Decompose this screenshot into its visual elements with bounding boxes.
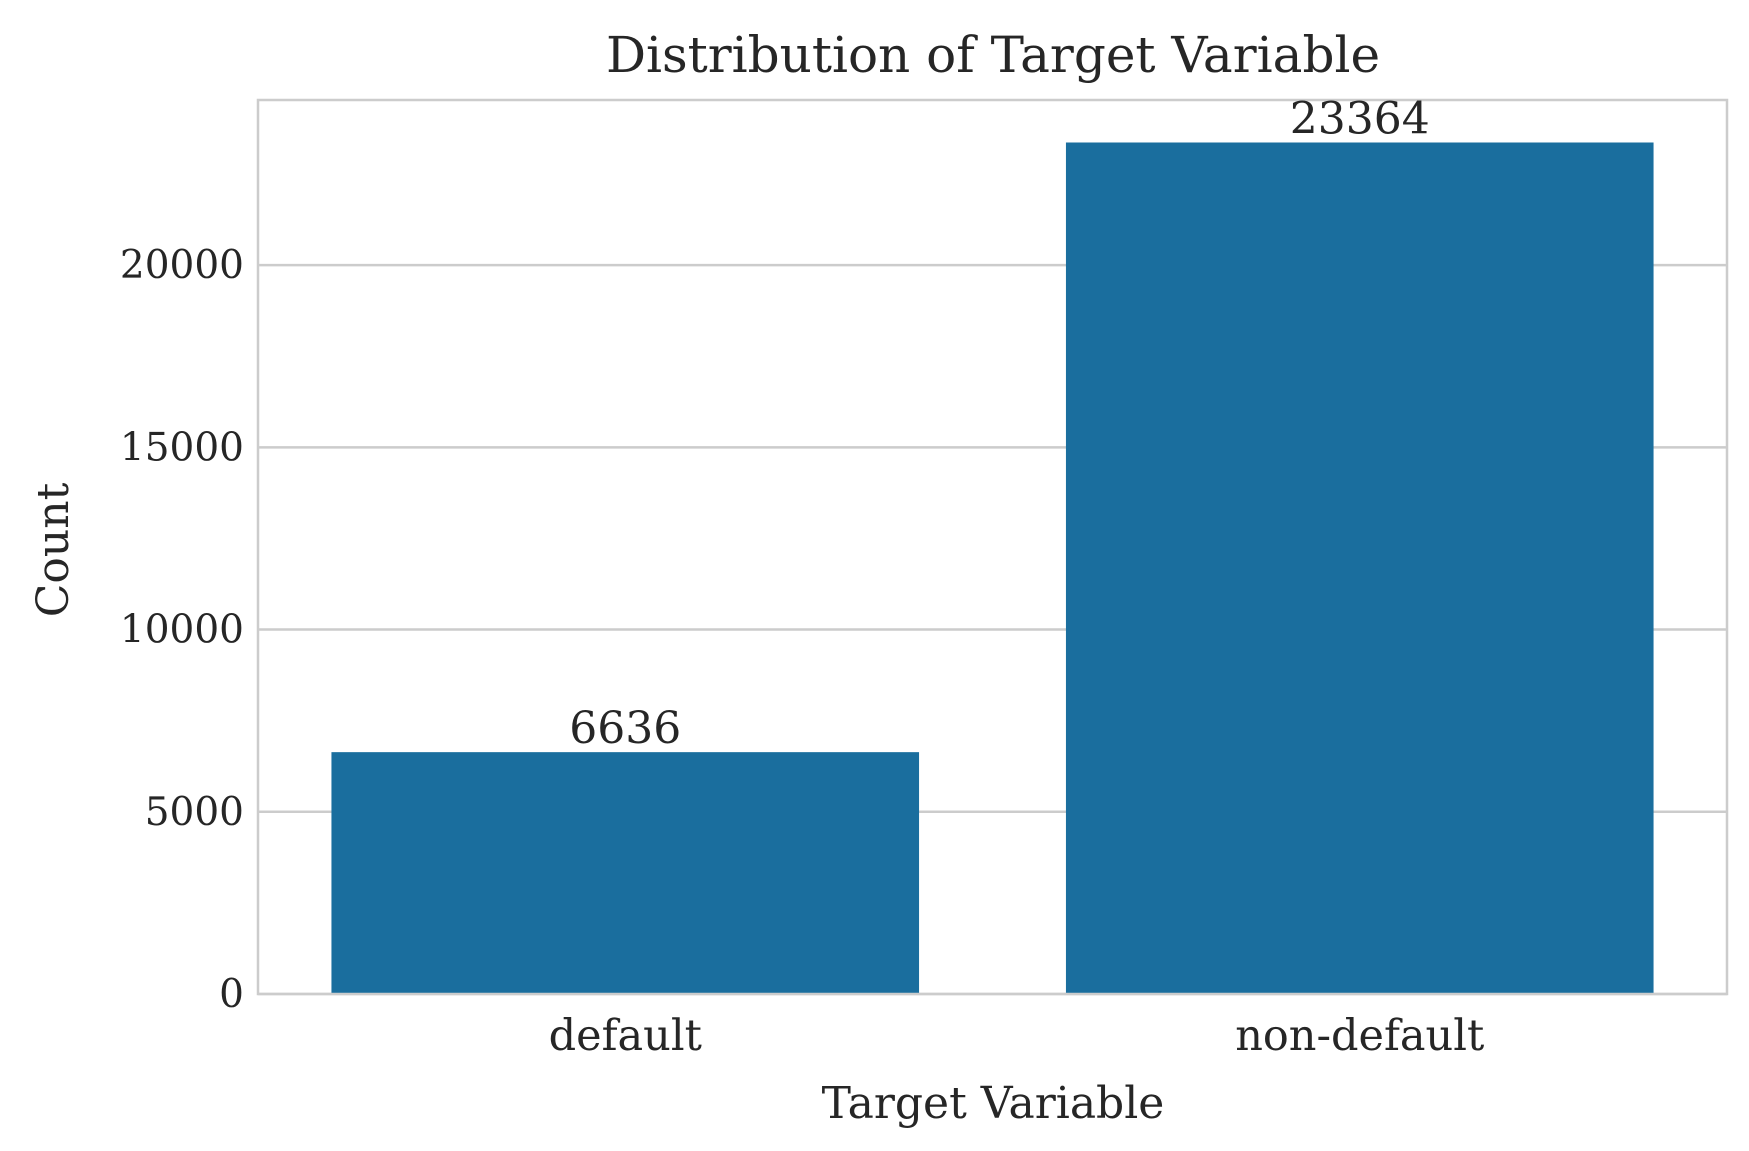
- x-tick-label: non-default: [1235, 1011, 1484, 1061]
- bar-non-default: [1065, 142, 1654, 995]
- bars: [331, 142, 1654, 995]
- y-axis-label: Count: [28, 482, 79, 617]
- bar-value-label: 23364: [1290, 93, 1430, 144]
- bar-value-label: 6636: [569, 703, 681, 754]
- y-tick-label: 15000: [120, 425, 244, 470]
- y-tick-label: 0: [219, 972, 244, 1017]
- y-tick-label: 5000: [145, 790, 244, 835]
- y-tick-labels: 0 5000 10000 15000 20000: [120, 243, 244, 1017]
- x-tick-label: default: [549, 1011, 702, 1061]
- chart-title: Distribution of Target Variable: [606, 26, 1380, 84]
- x-axis-label: Target Variable: [822, 1078, 1165, 1129]
- x-tick-labels: default non-default: [549, 1011, 1485, 1061]
- y-tick-label: 20000: [120, 243, 244, 288]
- plot-frame: [256, 98, 1729, 996]
- bar-default: [331, 752, 920, 994]
- data-labels: 6636 23364: [569, 93, 1429, 754]
- y-tick-label: 10000: [120, 608, 244, 653]
